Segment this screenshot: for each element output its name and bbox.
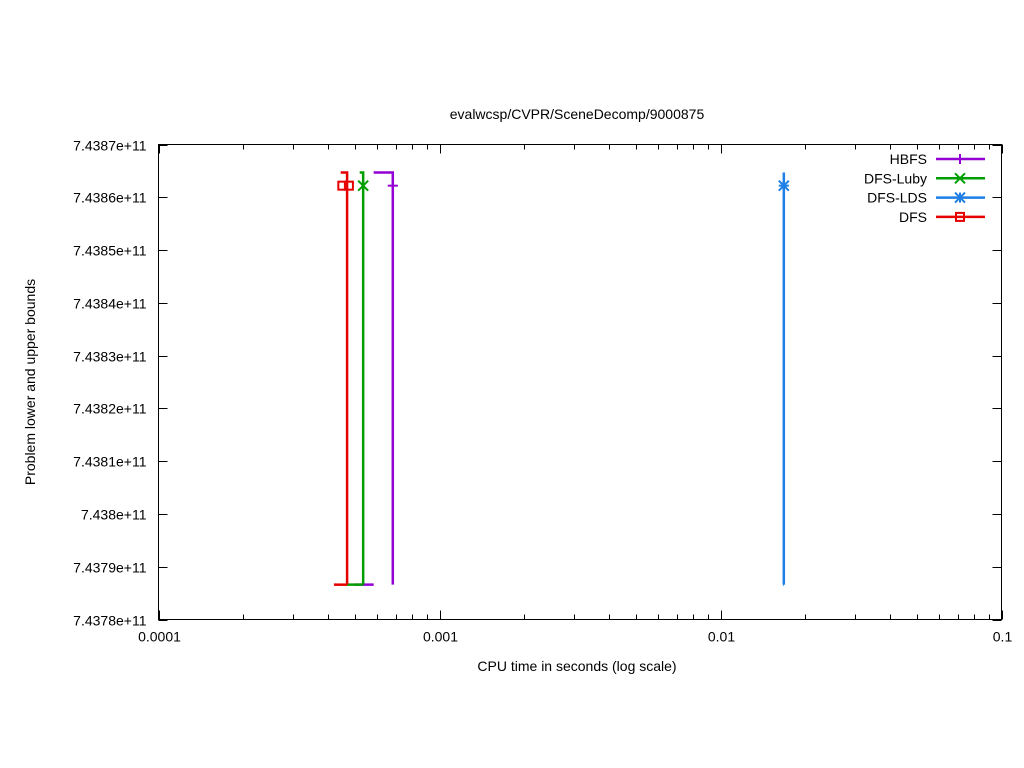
y-tick-label: 7.4382e+11 (73, 401, 147, 417)
plot-frame (158, 144, 1002, 620)
series-hbfs (354, 171, 398, 586)
y-axis-label: Problem lower and upper bounds (22, 279, 38, 485)
y-tick-label: 7.4386e+11 (73, 190, 147, 206)
data-point (343, 180, 354, 191)
y-tick-label: 7.438e+11 (81, 507, 147, 523)
legend-marker (954, 191, 966, 204)
y-tick-label: 7.4379e+11 (73, 560, 147, 576)
x-axis: 0.0001 0.001 0.01 0.1 (138, 144, 1013, 645)
series-dfs-lds (778, 172, 790, 586)
data-point (778, 179, 790, 192)
series-dfs-luby (346, 171, 369, 586)
series-layer (333, 171, 790, 586)
upper-bound-line (373, 171, 395, 186)
legend-label: DFS-LDS (867, 190, 927, 206)
y-tick-label: 7.4381e+11 (73, 454, 147, 470)
legend-marker (955, 154, 965, 164)
data-point (337, 180, 348, 191)
data-point (357, 179, 369, 192)
x-tick-label: 0.001 (423, 629, 458, 645)
legend-label: HBFS (890, 151, 927, 167)
data-point (387, 180, 398, 191)
x-tick-label: 0.1 (993, 629, 1013, 645)
y-tick-label: 7.4387e+11 (73, 138, 147, 154)
y-tick-label: 7.4383e+11 (73, 349, 147, 365)
upper-bound-line (359, 171, 365, 186)
y-tick-label: 7.4385e+11 (73, 243, 147, 259)
y-axis: 7.4378e+11 7.4379e+11 7.438e+11 7.4381e+11 7… (73, 138, 1002, 629)
legend-marker (955, 211, 965, 222)
legend: HBFS DFS-Luby DFS-LDS DFS (864, 151, 985, 225)
y-tick-label: 7.4384e+11 (73, 296, 147, 312)
x-tick-label: 0.0001 (138, 629, 181, 645)
legend-label: DFS (899, 209, 927, 225)
series-dfs (333, 171, 354, 586)
y-tick-label: 7.4378e+11 (73, 613, 147, 629)
chart-title: evalwcsp/CVPR/SceneDecomp/9000875 (450, 106, 705, 122)
legend-marker (954, 172, 966, 185)
x-axis-label: CPU time in seconds (log scale) (477, 658, 676, 674)
legend-label: DFS-Luby (864, 170, 927, 186)
x-tick-label: 0.01 (708, 629, 735, 645)
